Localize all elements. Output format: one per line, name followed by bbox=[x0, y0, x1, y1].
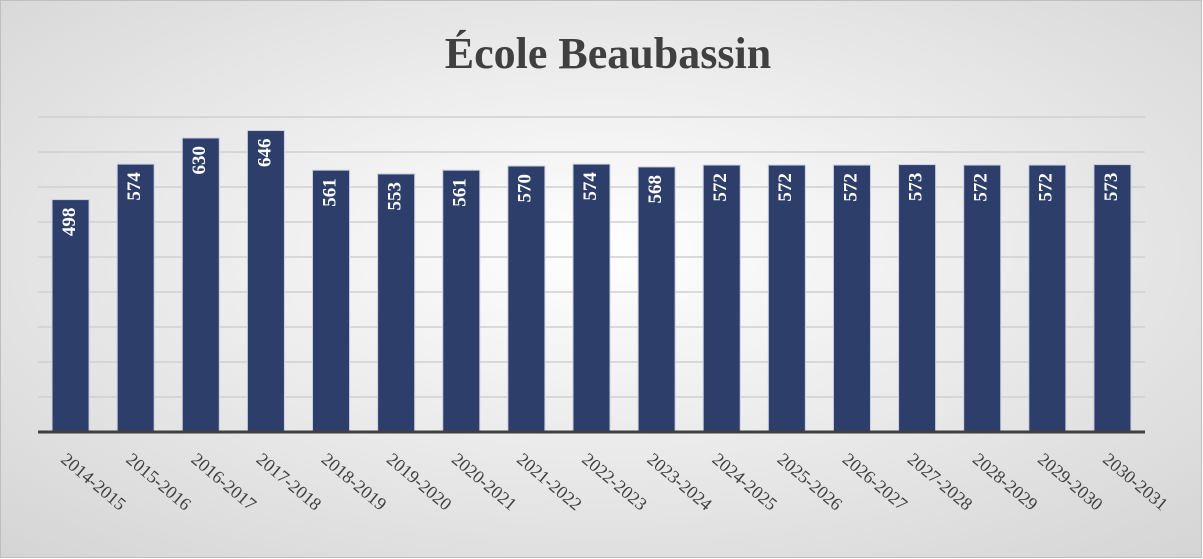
bar bbox=[442, 169, 481, 433]
data-label: 574 bbox=[124, 172, 145, 201]
data-label: 553 bbox=[385, 182, 406, 211]
bar bbox=[702, 164, 741, 433]
bar bbox=[246, 130, 285, 433]
data-label: 574 bbox=[580, 172, 601, 201]
data-label: 572 bbox=[840, 173, 861, 202]
bar bbox=[898, 164, 937, 433]
bar bbox=[1028, 164, 1067, 433]
data-label: 572 bbox=[710, 173, 731, 202]
bar bbox=[51, 199, 90, 433]
data-label: 646 bbox=[254, 139, 275, 168]
bar bbox=[1093, 164, 1132, 433]
data-label: 572 bbox=[971, 173, 992, 202]
data-label: 561 bbox=[450, 178, 471, 207]
data-label: 498 bbox=[59, 208, 80, 237]
bar bbox=[767, 164, 806, 433]
data-label: 570 bbox=[515, 174, 536, 203]
data-label: 573 bbox=[1101, 173, 1122, 202]
bar bbox=[181, 137, 220, 433]
data-label: 572 bbox=[1036, 173, 1057, 202]
bar bbox=[637, 166, 676, 433]
bar bbox=[116, 163, 155, 433]
data-label: 568 bbox=[645, 175, 666, 204]
data-label: 630 bbox=[189, 146, 210, 175]
data-label: 573 bbox=[905, 173, 926, 202]
data-label: 572 bbox=[775, 173, 796, 202]
bar bbox=[312, 169, 351, 433]
bar bbox=[507, 165, 546, 433]
chart-title: École Beaubassin bbox=[445, 29, 771, 78]
data-label: 561 bbox=[319, 178, 340, 207]
bar bbox=[832, 164, 871, 433]
bar bbox=[963, 164, 1002, 433]
bar bbox=[572, 163, 611, 433]
bar bbox=[377, 173, 416, 433]
